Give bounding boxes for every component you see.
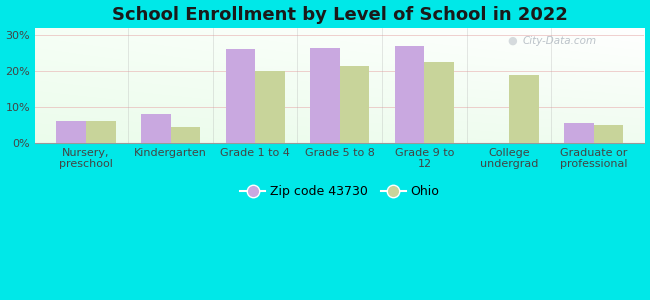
Legend: Zip code 43730, Ohio: Zip code 43730, Ohio [235, 180, 445, 203]
Bar [340, 66, 369, 143]
Bar [141, 114, 170, 143]
Text: City-Data.com: City-Data.com [523, 36, 597, 46]
Bar [86, 121, 116, 143]
Bar [593, 125, 623, 143]
Bar [424, 62, 454, 143]
Bar [255, 71, 285, 143]
Bar [226, 50, 255, 143]
Bar [170, 127, 200, 143]
Bar [57, 121, 86, 143]
Bar [509, 74, 539, 143]
Bar [395, 46, 424, 143]
Bar [564, 123, 593, 143]
Text: ●: ● [508, 36, 517, 46]
Title: School Enrollment by Level of School in 2022: School Enrollment by Level of School in … [112, 6, 567, 24]
Bar [310, 48, 340, 143]
